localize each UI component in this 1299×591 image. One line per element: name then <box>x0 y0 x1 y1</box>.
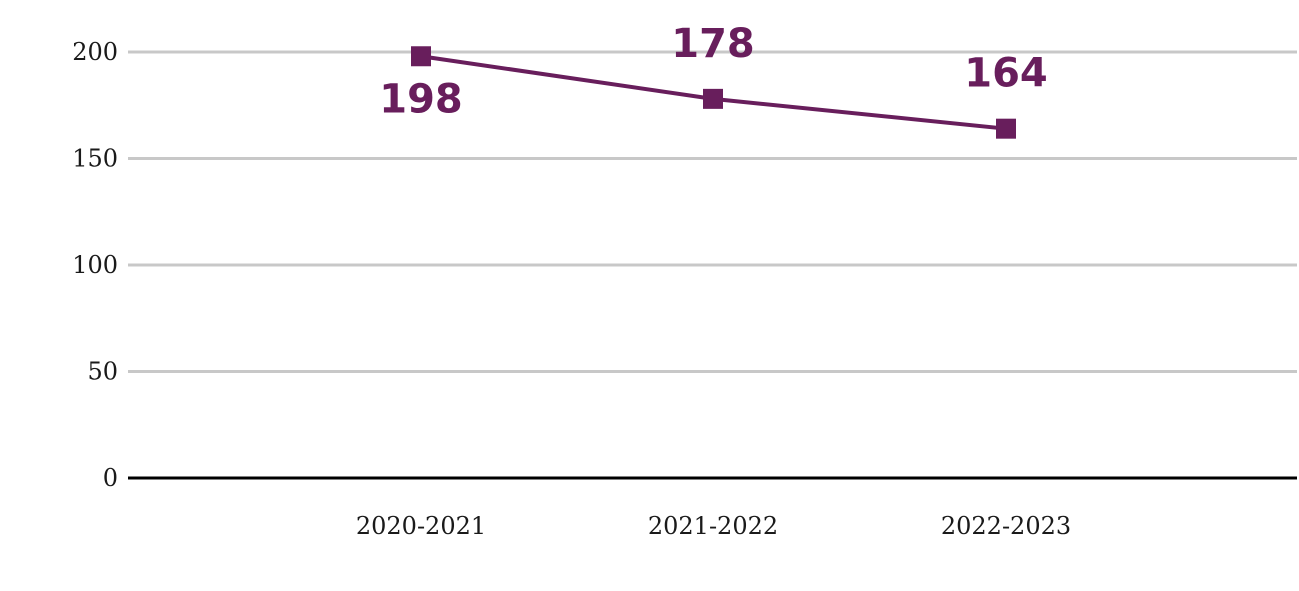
x-tick-label: 2021-2022 <box>648 512 778 540</box>
x-tick-label: 2022-2023 <box>941 512 1071 540</box>
data-label: 178 <box>671 21 755 67</box>
data-label: 164 <box>964 51 1048 97</box>
data-point-marker <box>703 88 723 109</box>
y-tick-label: 0 <box>103 464 118 492</box>
y-tick-label: 50 <box>87 358 118 386</box>
data-point-marker <box>411 46 431 67</box>
data-labels: 198 178 164 <box>379 21 1048 122</box>
data-label: 198 <box>379 76 463 122</box>
y-tick-label: 150 <box>72 145 118 173</box>
x-tick-label: 2020-2021 <box>356 512 486 540</box>
series-line-group <box>411 46 1016 139</box>
y-axis-ticks: 0 50 100 150 200 <box>72 38 118 492</box>
y-tick-label: 200 <box>72 38 118 66</box>
gridlines <box>128 50 1297 373</box>
x-axis-ticks: 2020-2021 2021-2022 2022-2023 <box>356 512 1071 540</box>
data-point-marker <box>996 118 1016 139</box>
y-tick-label: 100 <box>72 251 118 279</box>
